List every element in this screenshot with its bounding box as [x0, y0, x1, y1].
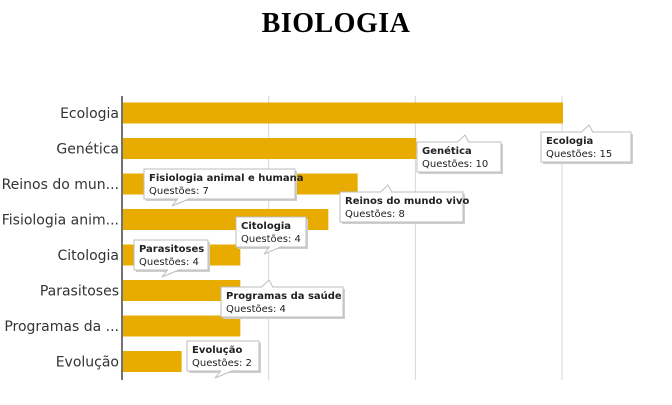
tooltip-value: Questões: 15	[546, 149, 612, 160]
bar	[123, 102, 563, 124]
tooltip-value: Questões: 7	[149, 186, 209, 197]
tooltip-pointer	[379, 184, 393, 193]
tooltip-pointer	[171, 198, 191, 207]
tooltip-box	[143, 168, 296, 200]
bar	[123, 315, 241, 337]
tooltip-value: Questões: 8	[345, 209, 405, 220]
chart-title: BIOLOGIA	[261, 8, 411, 39]
tooltip-pointer	[214, 370, 234, 379]
bar	[123, 351, 182, 372]
tooltip-box	[235, 216, 307, 248]
tooltip-title: Programas da saúde	[226, 290, 342, 302]
tooltip-box	[416, 141, 502, 173]
tooltip-value: Questões: 10	[422, 159, 488, 170]
category-label: Evolução	[56, 355, 119, 371]
tooltip-box	[540, 131, 632, 163]
tooltips: Ecologia Questões: 15 Genética Questões: 10…	[133, 124, 633, 379]
tooltip-box	[339, 191, 464, 223]
tooltip: Genética Questões: 10	[416, 134, 503, 174]
tooltip: Fisiologia animal e humana Questões: 7	[143, 168, 304, 207]
category-label: Reinos do mun...	[2, 177, 119, 193]
tooltip-title: Fisiologia animal e humana	[149, 173, 304, 184]
category-labels: Ecologia Genética Reinos do mun... Fisiolog…	[2, 106, 119, 371]
category-label: Programas da ...	[4, 319, 119, 335]
category-label: Ecologia	[60, 106, 119, 122]
category-label: Genética	[56, 142, 119, 158]
category-label: Fisiologia anim...	[2, 213, 119, 229]
bar	[123, 280, 241, 301]
tooltip: Programas da saúde Questões: 4	[220, 279, 345, 319]
tooltip-title: Parasitoses	[139, 244, 204, 255]
tooltip-pointer	[260, 279, 274, 288]
tooltip-title: Evolução	[192, 345, 242, 356]
tooltip-title: Genética	[422, 145, 472, 157]
tooltip: Evolução Questões: 2	[186, 340, 261, 379]
category-label: Citologia	[57, 248, 119, 264]
tooltip: Ecologia Questões: 15	[540, 124, 633, 164]
bar	[123, 138, 417, 159]
tooltip-title: Ecologia	[546, 136, 593, 147]
tooltip-pointer	[263, 246, 283, 255]
tooltip-title: Citologia	[241, 221, 291, 232]
category-label: Parasitoses	[40, 284, 119, 300]
tooltip-pointer	[580, 124, 594, 133]
tooltip-pointer	[456, 134, 470, 143]
tooltip-box	[186, 340, 260, 372]
tooltip-value: Questões: 4	[139, 257, 199, 268]
tooltip: Citologia Questões: 4	[235, 216, 308, 255]
tooltip-box	[220, 286, 344, 318]
tooltip-value: Questões: 2	[192, 358, 252, 369]
tooltip-box	[133, 239, 209, 271]
tooltip-pointer	[161, 269, 181, 278]
tooltip: Parasitoses Questões: 4	[133, 239, 210, 278]
tooltip-value: Questões: 4	[226, 304, 286, 315]
tooltip: Reinos do mundo vivo Questões: 8	[339, 184, 469, 224]
tooltip-value: Questões: 4	[241, 234, 301, 245]
tooltip-title: Reinos do mundo vivo	[345, 196, 469, 207]
